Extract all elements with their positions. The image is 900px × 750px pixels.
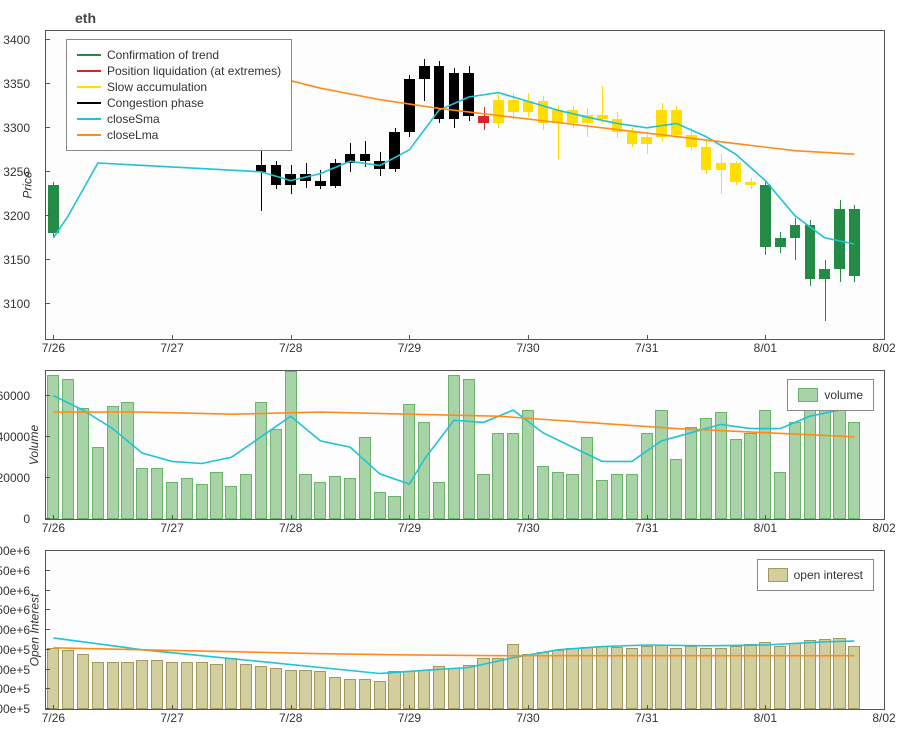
x-tick: 7/30 [516,711,539,725]
y-tick: 8.500e+5 [0,682,30,696]
y-tick: 3250 [3,165,30,179]
x-tick: 8/02 [872,521,895,535]
y-tick: 1.150e+6 [0,564,30,578]
legend-label: closeSma [107,112,160,126]
y-tick: 60000 [0,389,30,403]
legend-label: closeLma [107,128,158,142]
legend-swatch [77,86,101,88]
x-tick: 7/28 [279,521,302,535]
legend-swatch [77,118,101,120]
x-tick: 7/26 [42,711,65,725]
x-tick: 7/31 [635,711,658,725]
legend-item: Position liquidation (at extremes) [77,64,281,78]
legend-item: Slow accumulation [77,80,281,94]
x-tick: 7/29 [398,711,421,725]
volume-lines [46,371,884,519]
volume-panel: Volume 0200004000060000 volume 7/267/277… [45,370,885,520]
legend-label: volume [824,388,863,402]
x-tick: 7/29 [398,521,421,535]
chart-page: { "title": "eth", "x_axis": { "domain": … [0,0,900,750]
chart-title: eth [75,10,885,26]
y-tick: 0 [23,512,30,526]
x-tick: 7/27 [160,711,183,725]
y-tick: 8.000e+5 [0,702,30,716]
legend-label: Slow accumulation [107,80,207,94]
legend-label: Confirmation of trend [107,48,219,62]
legend-label: open interest [794,568,863,582]
y-tick: 3400 [3,33,30,47]
x-tick: 8/01 [754,711,777,725]
x-tick: 7/31 [635,521,658,535]
legend-label: Congestion phase [107,96,204,110]
y-tick: 3150 [3,253,30,267]
x-tick: 7/30 [516,341,539,355]
price-xticks: 7/267/277/287/297/307/318/018/02 [46,341,884,357]
legend-swatch [77,70,101,72]
legend-item: closeLma [77,128,281,142]
price-legend: Confirmation of trend Position liquidatio… [66,39,292,151]
legend-swatch [77,102,101,104]
y-tick: 1.200e+6 [0,544,30,558]
volume-xticks: 7/267/277/287/297/307/318/018/02 [46,521,884,537]
volume-legend: volume [787,379,874,411]
price-panel: Price 3100315032003250330033503400 Confi… [45,30,885,340]
y-tick: 1.050e+6 [0,603,30,617]
y-tick: 3350 [3,77,30,91]
x-tick: 7/29 [398,341,421,355]
legend-item: open interest [768,568,863,582]
legend-swatch [798,388,818,402]
x-tick: 7/28 [279,711,302,725]
y-tick: 3100 [3,297,30,311]
x-tick: 7/26 [42,341,65,355]
x-tick: 8/02 [872,341,895,355]
legend-item: volume [798,388,863,402]
x-tick: 8/01 [754,341,777,355]
oi-panel: Open Interest 8.000e+58.500e+59.000e+59.… [45,550,885,710]
y-tick: 1.100e+6 [0,584,30,598]
y-tick: 40000 [0,430,30,444]
x-tick: 7/31 [635,341,658,355]
legend-item: closeSma [77,112,281,126]
legend-item: Confirmation of trend [77,48,281,62]
x-tick: 8/02 [872,711,895,725]
x-tick: 7/26 [42,521,65,535]
y-tick: 9.500e+5 [0,643,30,657]
x-tick: 7/27 [160,521,183,535]
x-tick: 8/01 [754,521,777,535]
legend-label: Position liquidation (at extremes) [107,64,281,78]
y-tick: 1.000e+6 [0,623,30,637]
oi-xticks: 7/267/277/287/297/307/318/018/02 [46,711,884,727]
legend-swatch [77,54,101,56]
x-tick: 7/28 [279,341,302,355]
y-tick: 3300 [3,121,30,135]
y-tick: 3200 [3,209,30,223]
oi-legend: open interest [757,559,874,591]
y-tick: 20000 [0,471,30,485]
x-tick: 7/27 [160,341,183,355]
legend-swatch [768,568,788,582]
x-tick: 7/30 [516,521,539,535]
legend-swatch [77,134,101,136]
legend-item: Congestion phase [77,96,281,110]
y-tick: 9.000e+5 [0,663,30,677]
